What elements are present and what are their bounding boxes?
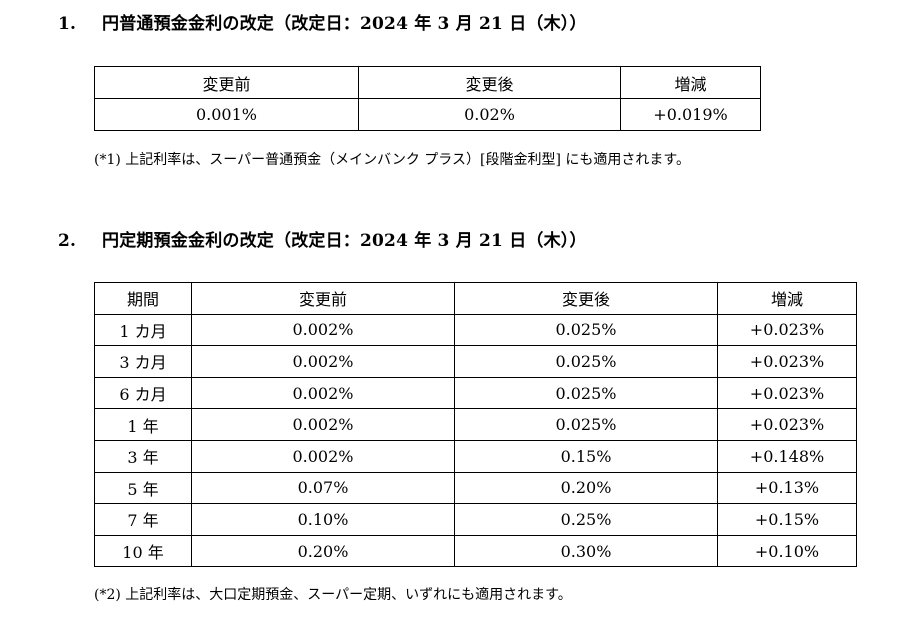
rate-change-cell: +0.15% xyxy=(717,503,857,536)
term-cell: 1 カ月 xyxy=(94,313,192,347)
table-row: 3 カ月 0.002% 0.025% +0.023% xyxy=(94,345,857,378)
section-number: 1. xyxy=(58,14,77,34)
table-row: 7 年 0.10% 0.25% +0.15% xyxy=(94,503,857,536)
rate-after-cell: 0.30% xyxy=(454,534,718,568)
term-cell: 3 年 xyxy=(94,439,192,473)
column-header-before: 変更前 xyxy=(191,282,455,315)
section-heading-time-deposit: 2. 円定期預金金利の改定（改定日：2024 年 3 月 21 日（木）） xyxy=(58,226,587,251)
table-row: 3 年 0.002% 0.15% +0.148% xyxy=(94,439,857,473)
table-row: 10 年 0.20% 0.30% +0.10% xyxy=(94,534,857,568)
term-cell: 6 カ月 xyxy=(94,376,192,410)
table-row: 1 カ月 0.002% 0.025% +0.023% xyxy=(94,313,857,347)
rate-change-cell: +0.10% xyxy=(717,534,857,568)
table-row: 0.001% 0.02% +0.019% xyxy=(94,98,761,131)
term-cell: 7 年 xyxy=(94,503,192,536)
column-header-term: 期間 xyxy=(94,282,192,315)
rate-change-cell: +0.13% xyxy=(717,471,857,505)
term-cell: 10 年 xyxy=(94,534,192,568)
table-row: 5 年 0.07% 0.20% +0.13% xyxy=(94,471,857,505)
section-title: 円普通預金金利の改定（改定日：2024 年 3 月 21 日（木）） xyxy=(102,14,587,34)
footnote-2: (*2) 上記利率は、大口定期預金、スーパー定期、いずれにも適用されます。 xyxy=(94,587,572,603)
term-cell: 5 年 xyxy=(94,471,192,505)
rate-change-cell: +0.148% xyxy=(717,439,857,473)
rate-before-cell: 0.10% xyxy=(191,503,455,536)
time-deposit-rate-table: 期間 変更前 変更後 増減 1 カ月 0.002% 0.025% +0.023%… xyxy=(94,282,857,568)
rate-before-cell: 0.002% xyxy=(191,408,455,441)
rate-after-cell: 0.15% xyxy=(454,439,718,473)
rate-before-cell: 0.07% xyxy=(191,471,455,505)
term-cell: 3 カ月 xyxy=(94,345,192,378)
table-row: 6 カ月 0.002% 0.025% +0.023% xyxy=(94,376,857,410)
table-header-row: 変更前 変更後 増減 xyxy=(94,66,761,99)
rate-change-cell: +0.023% xyxy=(717,376,857,410)
column-header-before: 変更前 xyxy=(94,66,359,99)
rate-after-cell: 0.025% xyxy=(454,313,718,347)
column-header-after: 変更後 xyxy=(454,282,718,315)
rate-after-cell: 0.025% xyxy=(454,345,718,378)
rate-before-cell: 0.002% xyxy=(191,313,455,347)
rate-change-cell: +0.023% xyxy=(717,345,857,378)
ordinary-deposit-rate-table: 変更前 変更後 増減 0.001% 0.02% +0.019% xyxy=(94,66,761,131)
rate-before-cell: 0.002% xyxy=(191,376,455,410)
rate-before-cell: 0.002% xyxy=(191,345,455,378)
rate-after-cell: 0.25% xyxy=(454,503,718,536)
rate-change-cell: +0.023% xyxy=(717,313,857,347)
rate-after-cell: 0.02% xyxy=(358,98,621,131)
column-header-after: 変更後 xyxy=(358,66,621,99)
rate-before-cell: 0.002% xyxy=(191,439,455,473)
section-heading-ordinary-deposit: 1. 円普通預金金利の改定（改定日：2024 年 3 月 21 日（木）） xyxy=(58,9,587,34)
rate-after-cell: 0.025% xyxy=(454,408,718,441)
rate-change-cell: +0.023% xyxy=(717,408,857,441)
rate-after-cell: 0.025% xyxy=(454,376,718,410)
column-header-change: 増減 xyxy=(717,282,857,315)
rate-after-cell: 0.20% xyxy=(454,471,718,505)
section-title: 円定期預金金利の改定（改定日：2024 年 3 月 21 日（木）） xyxy=(102,231,587,251)
footnote-1: (*1) 上記利率は、スーパー普通預金（メインバンク プラス）[段階金利型] に… xyxy=(94,152,690,168)
table-header-row: 期間 変更前 変更後 増減 xyxy=(94,282,857,315)
column-header-change: 増減 xyxy=(620,66,761,99)
section-number: 2. xyxy=(58,231,77,251)
rate-change-cell: +0.019% xyxy=(620,98,761,131)
rate-before-cell: 0.20% xyxy=(191,534,455,568)
term-cell: 1 年 xyxy=(94,408,192,441)
rate-before-cell: 0.001% xyxy=(94,98,359,131)
table-row: 1 年 0.002% 0.025% +0.023% xyxy=(94,408,857,441)
